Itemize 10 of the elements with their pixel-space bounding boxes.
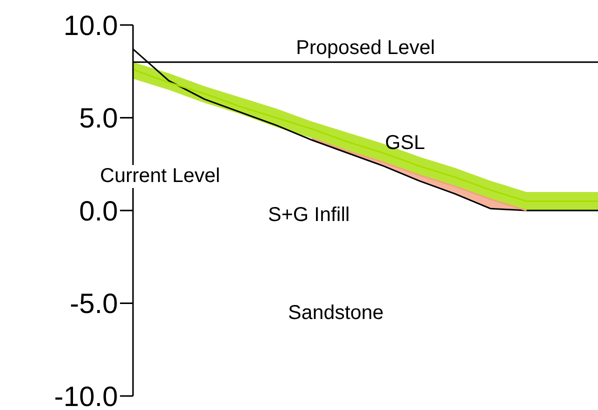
text: Current Level xyxy=(100,165,220,188)
ref-line-label: Proposed Level xyxy=(296,37,435,60)
y-tick-label: -5.0 xyxy=(70,288,118,320)
y-tick-label: -10.0 xyxy=(54,380,118,410)
text: S+G Infill xyxy=(268,204,350,227)
y-tick-label: 0.0 xyxy=(79,195,118,226)
series-label: GSL xyxy=(385,132,426,155)
annotation: Sandstone xyxy=(288,302,384,325)
y-tick-label: 5.0 xyxy=(79,102,118,134)
y-tick-label: 10.0 xyxy=(64,10,118,41)
